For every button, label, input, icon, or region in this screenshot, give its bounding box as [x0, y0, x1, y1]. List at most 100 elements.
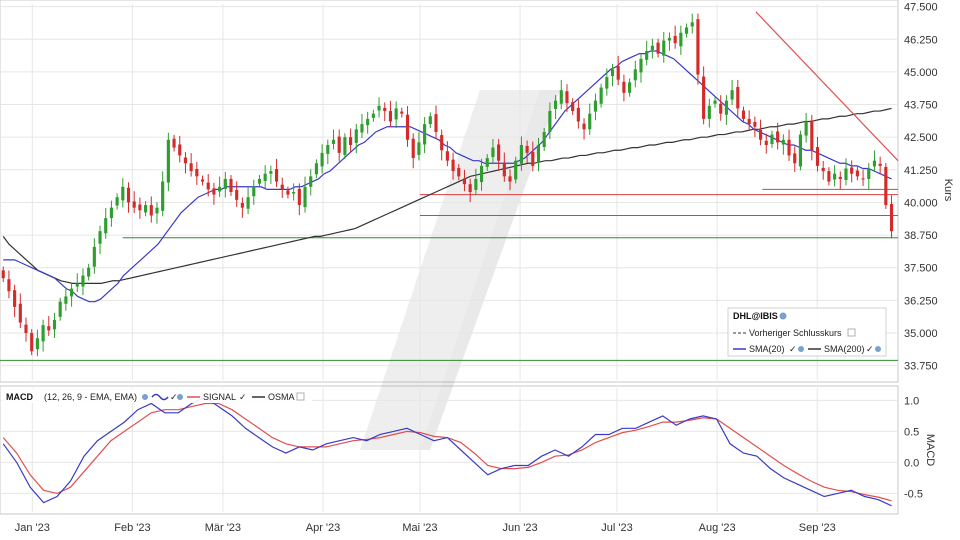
candle-body	[240, 202, 244, 208]
price-y-tick-label: 46.250	[904, 34, 938, 46]
candle-body	[87, 267, 91, 277]
candle-body	[485, 158, 489, 167]
sma20-check-icon[interactable]: ✓	[789, 344, 797, 354]
sma200-info-icon[interactable]	[875, 346, 881, 352]
macd-y-tick-label: 0.0	[904, 457, 919, 469]
candle-body	[514, 160, 518, 180]
candle-body	[827, 171, 831, 182]
candle-body	[172, 138, 176, 148]
candle-body	[434, 114, 438, 132]
candle-body	[309, 176, 313, 187]
candle-body	[109, 207, 113, 219]
candle-body	[320, 152, 324, 167]
candle-body	[861, 178, 865, 180]
macd-grid	[0, 399, 898, 494]
candle-body	[263, 173, 267, 182]
candle-body	[474, 178, 478, 190]
candle-body	[855, 170, 859, 177]
candle-body	[844, 168, 848, 180]
price-y-ticks: 47.500 46.250 45.000 43.750 42.500 41.250 40.0…	[904, 2, 938, 373]
prev-close-checkbox[interactable]	[847, 328, 856, 337]
price-y-tick-label: 36.250	[904, 295, 938, 307]
price-y-tick-label: 45.000	[904, 67, 938, 79]
candle-body	[52, 319, 57, 330]
candle-body	[218, 186, 222, 192]
candle-body	[884, 166, 888, 206]
sma200-check-icon[interactable]: ✓	[866, 344, 874, 354]
legend-sma200: SMA(200)	[824, 344, 865, 354]
macd-y-tick-label: 0.5	[904, 426, 919, 438]
candle-body	[297, 188, 301, 206]
candle-body	[166, 139, 170, 183]
candle-body	[764, 140, 768, 145]
candle-body	[872, 160, 877, 167]
sma200-path	[2, 107, 892, 284]
x-tick-label: Jun '23	[502, 522, 537, 534]
candle-body	[18, 303, 22, 323]
candle-body	[833, 173, 837, 180]
candle-body	[793, 153, 797, 164]
candle-body	[126, 187, 131, 203]
osma-checkbox[interactable]	[296, 392, 305, 401]
candle-body	[155, 207, 159, 214]
macd-line-info-icon[interactable]	[177, 394, 183, 400]
price-y-tick-label: 47.500	[904, 2, 938, 14]
candle-body	[64, 296, 68, 304]
macd-y-ticks: 1.0 0.5 0.0 -0.5	[904, 395, 923, 500]
sma200-line	[2, 107, 892, 284]
candle-body	[571, 102, 575, 112]
candle-body	[58, 301, 62, 317]
candle-body	[360, 124, 364, 133]
candle-body	[183, 157, 188, 164]
candle-body	[662, 40, 666, 56]
price-y-tick-label: 40.000	[904, 197, 938, 209]
macd-legend-title: MACD	[6, 392, 33, 402]
horizontal-levels	[0, 188, 898, 361]
info-icon[interactable]	[779, 312, 787, 320]
candle-body	[326, 145, 330, 154]
candle-body	[497, 144, 501, 161]
candle-body	[121, 186, 125, 201]
candle-body	[331, 139, 336, 144]
candle-body	[770, 134, 774, 144]
candle-body	[565, 91, 569, 104]
candle-body	[468, 184, 472, 192]
candle-body	[821, 167, 825, 172]
candle-body	[411, 138, 415, 159]
candle-body	[229, 178, 233, 192]
macd-legend: MACD (12, 26, 9 - EMA, EMA) ✓ SIGNAL ✓ O…	[2, 389, 312, 403]
price-y-tick-label: 41.250	[904, 165, 938, 177]
x-tick-label: Aug '23	[699, 522, 736, 534]
legend-sma20: SMA(20)	[749, 344, 785, 354]
candle-body	[554, 100, 558, 109]
macd-check-icon[interactable]: ✓	[170, 392, 178, 402]
candle-body	[235, 189, 239, 200]
sma20-info-icon[interactable]	[798, 346, 804, 352]
macd-y-tick-label: -0.5	[904, 488, 923, 500]
macd-path	[2, 396, 892, 507]
candle-body	[371, 113, 375, 118]
candle-body	[138, 204, 142, 211]
candle-body	[13, 290, 17, 307]
candle-body	[491, 147, 495, 158]
candle-body	[628, 82, 632, 93]
candle-body	[747, 118, 751, 125]
candle-body	[161, 181, 165, 211]
candle-body	[713, 100, 717, 104]
candle-body	[423, 124, 427, 145]
candle-body	[24, 324, 28, 333]
candle-body	[200, 179, 205, 182]
candle-body	[878, 163, 882, 166]
candle-body	[525, 146, 529, 153]
price-grid	[0, 4, 898, 512]
candle-body	[599, 87, 603, 104]
candle-body	[798, 134, 803, 167]
candle-body	[582, 123, 586, 130]
macd-lines	[2, 396, 892, 507]
x-tick-label: Feb '23	[114, 522, 150, 534]
macd-legend-osma: OSMA	[268, 392, 295, 402]
macd-info-icon[interactable]	[142, 394, 148, 400]
candle-body	[69, 288, 74, 297]
signal-check-icon[interactable]: ✓	[239, 392, 247, 402]
